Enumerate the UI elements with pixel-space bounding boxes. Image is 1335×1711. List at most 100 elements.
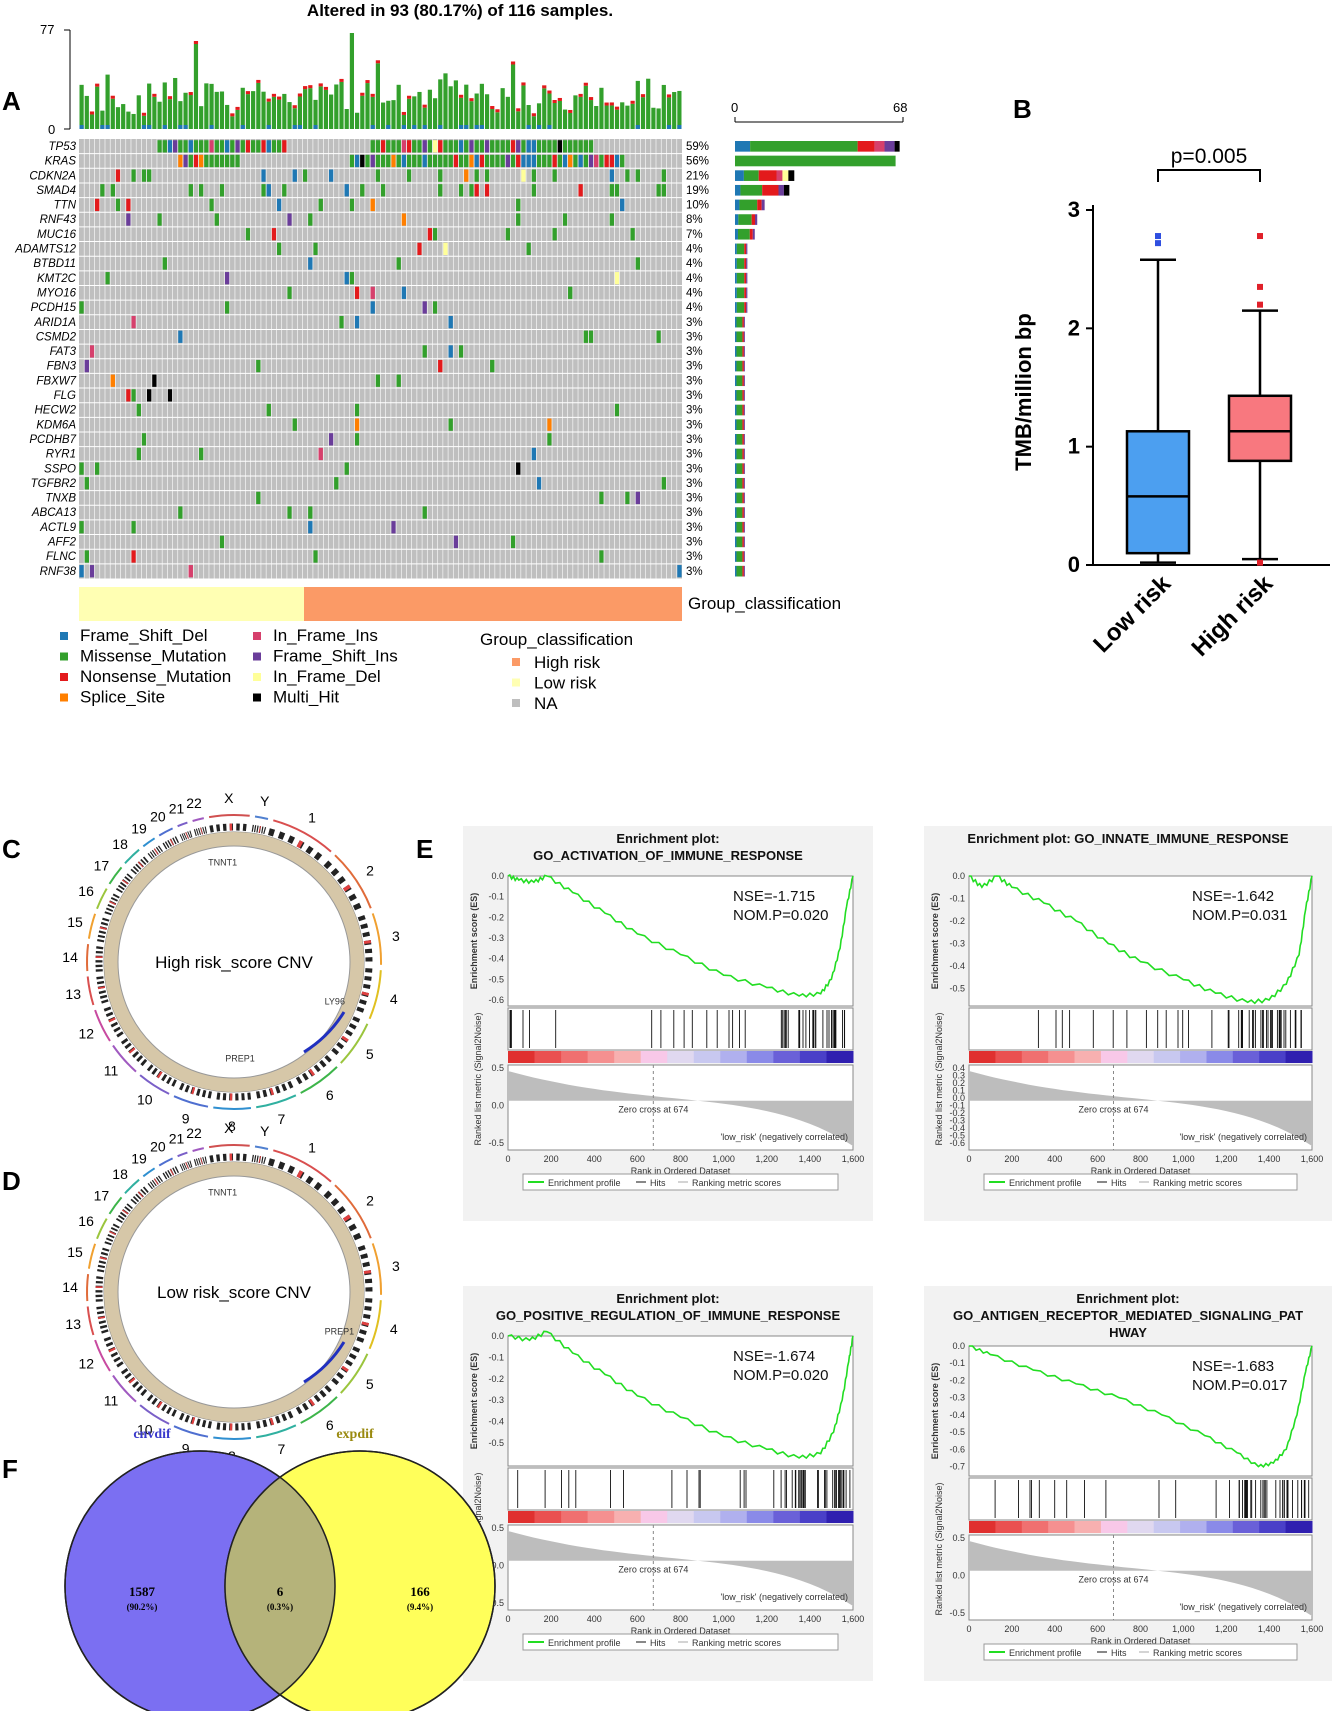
outlier-point: [1155, 233, 1161, 240]
frequency-bar-segment: [788, 170, 795, 181]
es-y-tick: -0.3: [488, 933, 504, 943]
legend-item-label: Splice_Site: [80, 688, 165, 707]
ideogram-band: [337, 875, 346, 885]
ideogram-band-red: [109, 900, 117, 906]
ideogram-band: [171, 1409, 177, 1417]
oncoplot-legend: Frame_Shift_Del Missense_MutationNonsense…: [60, 626, 398, 707]
frequency-bar-segment: [735, 375, 737, 387]
zero-cross-label: Zero cross at 674: [1078, 1575, 1148, 1585]
tmb-bar: [105, 74, 110, 129]
frequency-bar-segment: [884, 141, 895, 152]
mutation-cell: [464, 154, 469, 168]
tmb-bar-top: [521, 82, 526, 86]
tmb-bar-base: [422, 125, 427, 129]
legend-profile-label: Enrichment profile: [1009, 1648, 1082, 1658]
tmb-bar: [261, 91, 266, 129]
mutation-cell: [510, 140, 516, 153]
tmb-bar-top: [110, 95, 115, 99]
ideogram-band: [100, 1251, 109, 1256]
mutation-cell: [516, 154, 521, 168]
frequency-bar-segment: [736, 492, 743, 504]
tmb-bar: [547, 93, 552, 129]
tmb-bar-base: [635, 125, 640, 129]
tmb-bar-top: [370, 93, 375, 97]
mutation-cell: [484, 154, 490, 168]
gene-label: RNF43: [40, 214, 77, 226]
tmb-axis-min: 0: [48, 122, 55, 137]
tmb-bar-base: [209, 125, 214, 129]
tmb-bar-base: [297, 125, 303, 129]
x-axis-title: Rank in Ordered Dataset: [631, 1626, 731, 1636]
mutation-cell: [354, 403, 360, 417]
mutation-cell: [625, 491, 630, 505]
mutation-cell: [474, 140, 479, 153]
ideogram-band: [336, 1371, 345, 1380]
mutation-cell: [417, 242, 422, 255]
ranking-color-band: [720, 1511, 748, 1523]
legend-item-label: Frame_Shift_Ins: [273, 647, 398, 666]
mutation-cell: [188, 140, 193, 153]
ideogram-band: [174, 1166, 180, 1174]
ideogram-band: [323, 1190, 333, 1200]
mutation-cell: [224, 272, 230, 285]
ideogram-band: [313, 851, 323, 861]
es-y-tick: -0.4: [949, 1410, 965, 1420]
mutation-cell: [521, 140, 526, 153]
frequency-bar-segment: [736, 331, 743, 343]
tmb-bar-base: [162, 125, 167, 129]
ideogram-band: [352, 1232, 362, 1241]
ideogram-band: [356, 1006, 365, 1013]
chromosome-arc: [300, 1396, 338, 1424]
ideogram-band: [352, 902, 362, 911]
mutation-cell: [94, 198, 100, 212]
tmb-bar-top: [588, 97, 594, 101]
mutation-cell: [422, 140, 427, 153]
mutation-cell: [365, 154, 370, 168]
ideogram-band: [98, 1260, 106, 1265]
mutation-cell: [453, 154, 459, 168]
ideogram-band: [167, 1169, 172, 1177]
freq-axis-max: 68: [893, 100, 907, 115]
frequency-bar-segment: [742, 390, 744, 401]
tmb-bar: [536, 103, 542, 129]
ideogram-band: [164, 841, 170, 849]
tmb-bar: [646, 78, 651, 129]
mutation-cell: [417, 140, 422, 153]
ideogram-band: [120, 1038, 129, 1045]
mutation-cell: [635, 491, 641, 505]
es-y-tick: 0.0: [491, 871, 504, 881]
mutation-cell: [562, 154, 568, 168]
mutation-cell: [458, 154, 464, 168]
mutation-cell: [516, 462, 521, 475]
legend-item-label: In_Frame_Ins: [273, 626, 378, 645]
metric-y-title: Ranked list metric (Signal2Noise): [473, 1012, 483, 1145]
mutation-cell: [448, 140, 453, 153]
mutation-cell: [172, 140, 178, 153]
percent-label: 59%: [686, 141, 709, 153]
frequency-bar-segment: [735, 316, 737, 328]
y-tick-label: 3: [1068, 197, 1080, 222]
tmb-bar-base: [100, 125, 105, 129]
gsea-title-line1: Enrichment plot: GO_INNATE_IMMUNE_RESPON…: [967, 831, 1289, 846]
legend-hits-label: Hits: [650, 1178, 666, 1188]
ranking-color-band: [746, 1511, 774, 1523]
mutation-cell: [588, 154, 594, 168]
mutation-cell: [479, 140, 485, 153]
ranking-color-band: [1048, 1521, 1076, 1533]
mutation-cell: [136, 447, 141, 461]
mutation-cell: [505, 154, 511, 168]
es-plot-area: [507, 1335, 854, 1467]
chromosome-label: 14: [62, 949, 78, 965]
mutation-cell: [245, 228, 251, 241]
es-y-tick: -0.2: [949, 916, 965, 926]
ranking-color-band: [1048, 1051, 1076, 1063]
ideogram-band: [362, 1313, 371, 1319]
ideogram-band: [166, 1076, 173, 1085]
frequency-bar-segment: [742, 536, 744, 548]
mutation-cell: [126, 389, 131, 402]
oncoplot-gene-labels: TP53 KRAS CDKN2A SMAD4 TTN RNF43 MUC16 ADAMTS12…: [14, 141, 76, 578]
chromosome-arc: [192, 817, 205, 822]
ideogram-band-red: [108, 1347, 116, 1353]
venn-diagram: cnvdif expdif 1587 (90.2%) 6 (0.3%) 166 …: [64, 1427, 496, 1711]
mutation-cell: [162, 140, 167, 153]
